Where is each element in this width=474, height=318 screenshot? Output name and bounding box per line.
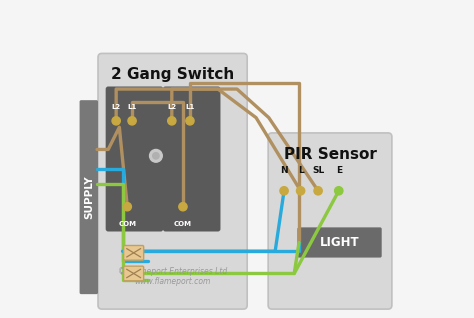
FancyBboxPatch shape — [98, 53, 247, 309]
Text: N: N — [280, 166, 288, 175]
Text: L: L — [298, 166, 303, 175]
Circle shape — [150, 149, 162, 162]
Circle shape — [280, 187, 288, 195]
Text: 2 Gang Switch: 2 Gang Switch — [111, 67, 234, 82]
Text: COM: COM — [118, 221, 137, 227]
Circle shape — [123, 203, 131, 211]
Text: SUPPLY: SUPPLY — [84, 175, 94, 219]
Text: © Flameport Enterprises Ltd
www.flameport.com: © Flameport Enterprises Ltd www.flamepor… — [118, 267, 227, 287]
FancyBboxPatch shape — [163, 86, 220, 232]
FancyBboxPatch shape — [124, 266, 144, 281]
Text: L2: L2 — [167, 104, 176, 109]
Circle shape — [179, 203, 187, 211]
Text: COM: COM — [174, 221, 192, 227]
Text: L1: L1 — [128, 104, 137, 109]
FancyBboxPatch shape — [124, 245, 144, 260]
Circle shape — [335, 187, 343, 195]
Text: PIR Sensor: PIR Sensor — [283, 147, 376, 162]
Text: L2: L2 — [111, 104, 121, 109]
FancyBboxPatch shape — [268, 133, 392, 309]
Circle shape — [153, 153, 159, 159]
FancyBboxPatch shape — [297, 227, 382, 258]
Circle shape — [314, 187, 322, 195]
Text: LIGHT: LIGHT — [320, 236, 359, 249]
Text: SL: SL — [312, 166, 324, 175]
Text: L1: L1 — [185, 104, 194, 109]
Circle shape — [112, 117, 120, 125]
Circle shape — [168, 117, 176, 125]
Circle shape — [128, 117, 136, 125]
Text: E: E — [336, 166, 342, 175]
FancyBboxPatch shape — [80, 100, 98, 294]
Circle shape — [186, 117, 194, 125]
Circle shape — [296, 187, 305, 195]
FancyBboxPatch shape — [106, 86, 163, 232]
